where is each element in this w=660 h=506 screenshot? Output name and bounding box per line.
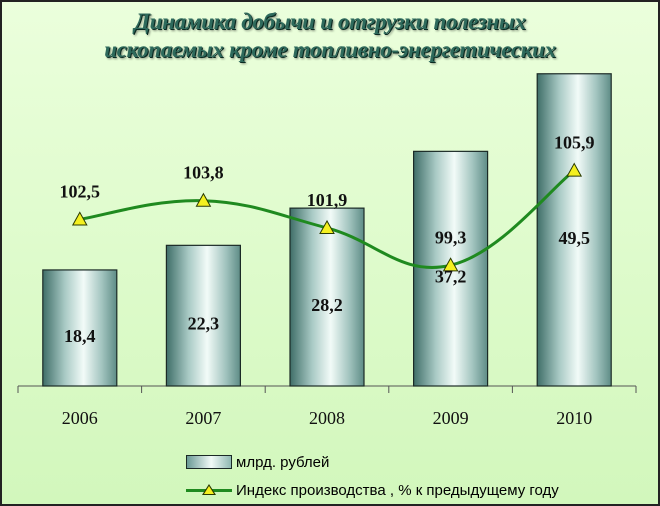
bar-value-label: 22,3: [188, 314, 220, 334]
index-marker: [566, 162, 583, 177]
legend-line-swatch: [186, 484, 232, 496]
index-marker: [319, 219, 335, 235]
chart-legend: млрд. рублей Индекс производства , % к п…: [186, 448, 559, 504]
legend-bar-swatch: [186, 455, 232, 469]
legend-line-label: Индекс производства , % к предыдущему го…: [236, 481, 559, 499]
index-value-label: 99,3: [435, 227, 467, 247]
bar-2010: [536, 73, 612, 387]
index-value-label: 105,9: [554, 133, 595, 153]
legend-item-bars: млрд. рублей: [186, 448, 559, 476]
index-value-label: 102,5: [60, 181, 101, 201]
bar-value-label: 37,2: [435, 267, 467, 287]
bar-value-label: 28,2: [311, 295, 343, 315]
x-tick-label: 2006: [62, 408, 98, 428]
index-marker: [195, 192, 212, 207]
bar-2007: [165, 244, 241, 387]
index-marker: [71, 211, 88, 226]
x-tick-label: 2009: [433, 408, 469, 428]
index-value-label: 103,8: [183, 163, 224, 183]
x-tick-label: 2010: [556, 408, 592, 428]
legend-bar-label: млрд. рублей: [236, 453, 330, 471]
x-tick-label: 2007: [185, 408, 221, 428]
index-marker: [442, 257, 459, 272]
chart-title: Динамика добычи и отгрузки полезных иско…: [0, 8, 660, 64]
chart-title-line-1: Динамика добычи и отгрузки полезных: [134, 9, 526, 34]
bar-2006: [42, 269, 118, 387]
x-tick-label: 2008: [309, 408, 345, 428]
chart-title-line-2: ископаемых кроме топливно-энергетических: [104, 37, 556, 62]
index-value-label: 101,9: [307, 190, 348, 210]
bar-value-label: 18,4: [64, 326, 96, 346]
legend-item-line: Индекс производства , % к предыдущему го…: [186, 476, 559, 504]
bar-value-label: 49,5: [558, 228, 590, 248]
